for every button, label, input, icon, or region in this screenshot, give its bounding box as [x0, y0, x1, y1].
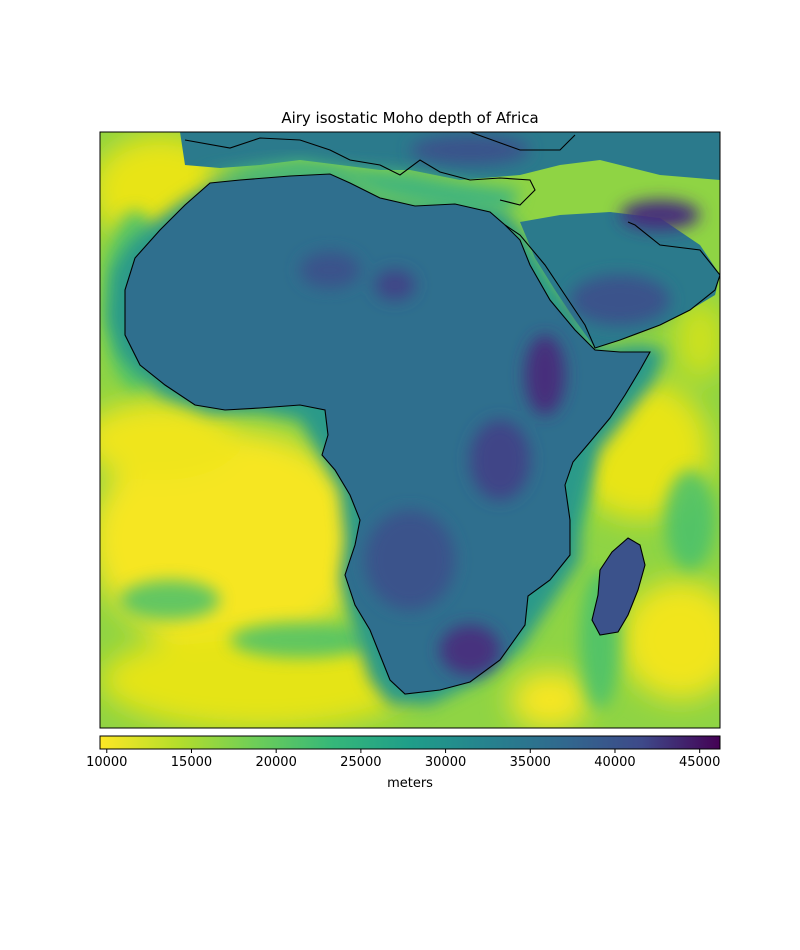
colorbar-label: meters	[387, 776, 433, 791]
africa-coastline	[124, 173, 651, 695]
map-title: Airy isostatic Moho depth of Africa	[281, 109, 539, 127]
africa-landmass	[125, 174, 650, 694]
map-frame	[99, 131, 721, 729]
colorbar-tick-label: 30000	[424, 755, 467, 770]
europe-coastline	[184, 132, 576, 206]
madagascar-coastline	[591, 537, 646, 636]
deep-crust-roots	[300, 135, 700, 675]
colorbar-tick-label: 20000	[255, 755, 297, 770]
colorbar	[99, 735, 721, 753]
mediterranean-sea	[200, 160, 520, 212]
colorbar-tick-label: 40000	[594, 755, 636, 770]
arabia-coastline	[504, 221, 720, 349]
colorbar-ticks	[106, 749, 701, 753]
colorbar-gradient	[99, 735, 721, 750]
colorbar-tick-label: 25000	[340, 755, 382, 770]
colorbar-tick-label: 15000	[170, 755, 213, 770]
colorbar-tick-label: 35000	[509, 755, 551, 770]
colorbar-tick-label: 45000	[678, 755, 721, 770]
colorbar-tick-label: 10000	[86, 755, 128, 770]
moho-depth-map	[100, 132, 720, 728]
coastlines	[124, 132, 720, 695]
